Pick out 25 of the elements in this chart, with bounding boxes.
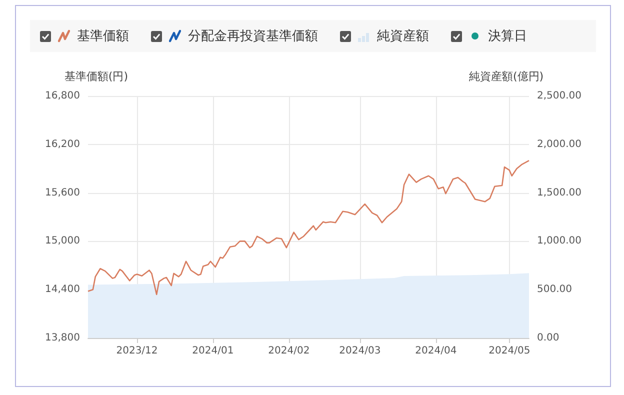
- y-tick-label: 14,400: [45, 284, 80, 296]
- legend-label: 基準価額: [77, 28, 129, 45]
- y2-tick-label: 500.00: [537, 284, 572, 296]
- x-tick-label: 2024/05: [488, 346, 530, 356]
- y2-tick-label: 0.00: [537, 332, 560, 344]
- y-tick-label: 15,600: [45, 187, 80, 198]
- x-tick-label: 2024/04: [415, 346, 457, 356]
- y-tick-label: 15,000: [45, 236, 80, 247]
- y2-tick-label: 1,500.00: [537, 187, 582, 198]
- y-tick-label: 13,800: [45, 332, 80, 344]
- y2-axis-title: 純資産額(億円): [469, 70, 544, 83]
- line-series: [87, 160, 530, 296]
- x-tick-label: 2024/03: [339, 346, 381, 356]
- x-tick-label: 2023/12: [116, 346, 158, 356]
- legend-label: 分配金再投資基準価額: [188, 28, 318, 45]
- y2-tick-label: 2,000.00: [537, 138, 582, 150]
- legend-label: 決算日: [488, 28, 527, 45]
- x-tick-label: 2024/02: [268, 346, 310, 356]
- legend-label: 純資産額: [377, 28, 429, 45]
- y-tick-label: 16,200: [45, 138, 80, 150]
- x-tick-label: 2024/01: [192, 346, 234, 356]
- y-tick-label: 16,800: [45, 90, 80, 102]
- y2-tick-label: 1,000.00: [537, 236, 582, 247]
- y2-tick-label: 2,500.00: [537, 90, 582, 102]
- y-axis-title: 基準価額(円): [64, 70, 128, 83]
